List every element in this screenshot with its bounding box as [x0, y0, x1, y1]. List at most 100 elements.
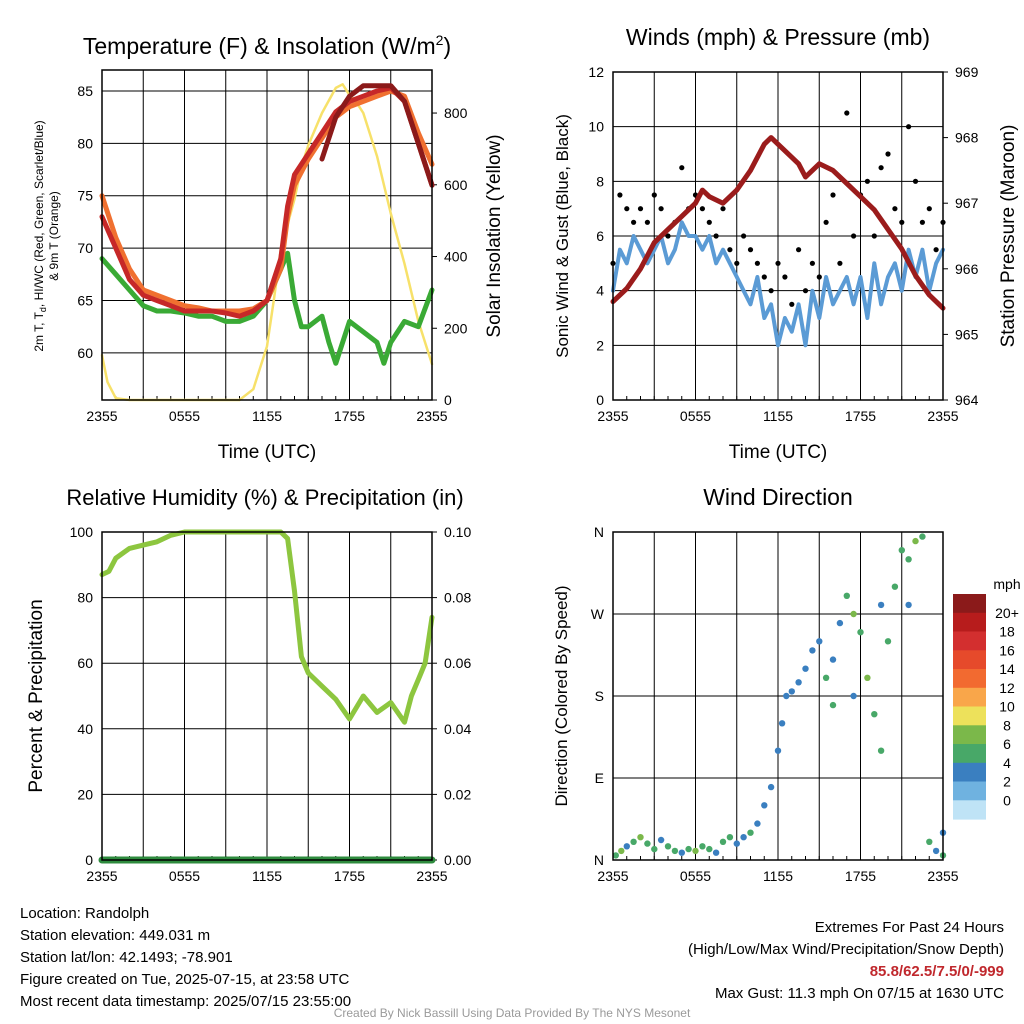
x-tick-label: 2355: [597, 868, 628, 884]
2m-t-line: [99, 85, 435, 319]
max-gust: Max Gust: 11.3 mph On 07/15 at 1630 UTC: [714, 985, 1004, 1002]
extremes-subtitle: (High/Low/Max Wind/Precipitation/Snow De…: [688, 941, 1004, 958]
colorbar-label: 10: [999, 699, 1015, 715]
station-info: Location: Randolph Station elevation: 44…: [20, 903, 351, 1013]
x-tick-label: 1755: [334, 868, 365, 884]
y-tick-label: 80: [77, 590, 93, 606]
station-elevation: Station elevation: 449.031 m: [20, 927, 211, 944]
speed-colorbar: 20+ 18 16 14 12 10 8 6 4 2 0: [953, 594, 1019, 820]
recent-timestamp: Most recent data timestamp: 2025/07/15 2…: [20, 993, 352, 1010]
wind-direction-point: [726, 834, 734, 841]
gust-point: [912, 178, 919, 184]
plot-frame: [101, 531, 433, 861]
wind-direction-point: [932, 847, 940, 855]
temperature-xlabel: Time (UTC): [218, 442, 317, 463]
gust-point: [864, 178, 871, 184]
y-right-tick-label: 969: [955, 64, 979, 80]
y-tick-label: 12: [588, 64, 604, 80]
wind-direction-point: [644, 840, 651, 847]
winds-ylabel: Sonic Wind & Gust (Blue, Black): [553, 114, 572, 358]
y-right-tick-label: 964: [955, 392, 979, 408]
figure-created: Figure created on Tue, 2025-07-15, at 23…: [20, 971, 350, 988]
wind-direction-point: [877, 601, 885, 609]
y-right-tick-label: 0.02: [444, 786, 471, 802]
winds-xlabel: Time (UTC): [729, 442, 828, 463]
colorbar-swatch: [953, 800, 986, 820]
gust-point: [782, 274, 788, 280]
x-tick-label: 1755: [845, 868, 876, 884]
y-tick-label: N: [594, 524, 604, 540]
y-right-tick-label: 400: [444, 249, 468, 265]
wind-direction-point: [836, 619, 844, 627]
gust-point: [933, 247, 939, 253]
y-right-tick-label: 967: [955, 195, 979, 211]
pressure-ylabel: Station Pressure (Maroon): [998, 125, 1019, 348]
colorbar-swatch: [953, 781, 986, 801]
wind-direction-point: [802, 665, 809, 672]
wind-direction-point: [788, 688, 795, 695]
wind-direction-point: [816, 638, 823, 645]
wind-direction-point: [612, 852, 619, 859]
gust-point: [830, 192, 836, 198]
station-pressure-line: [610, 135, 946, 311]
x-tick-label: 1155: [252, 408, 282, 424]
y-tick-label: 75: [77, 188, 93, 204]
dew-point-line: [99, 250, 435, 366]
wind-direction-point: [699, 843, 706, 850]
temperature-panel: Temperature (F) & Insolation (W/m2) 2355…: [32, 32, 505, 463]
colorbar-swatch: [953, 669, 986, 689]
gust-point: [644, 219, 651, 225]
solar-ylabel: Solar Insolation (Yellow): [484, 134, 505, 337]
y-tick-label: 70: [77, 240, 93, 256]
colorbar-swatch: [953, 687, 986, 708]
wind-direction-point: [623, 843, 630, 850]
y-right-tick-label: 0.06: [444, 655, 471, 671]
gust-point: [837, 260, 843, 266]
temperature-ylabel-line2: & 9m T (Orange): [47, 191, 61, 281]
colorbar-swatch: [953, 612, 986, 633]
gust-point: [651, 192, 657, 198]
wind-direction-point: [671, 847, 679, 855]
x-tick-label: 2355: [927, 408, 958, 424]
x-tick-label: 1755: [334, 408, 365, 424]
y-tick-label: 6: [596, 228, 604, 244]
y-tick-label: 85: [77, 83, 93, 99]
x-tick-label: 2355: [86, 408, 117, 424]
wind-direction-point: [637, 834, 644, 841]
y-right-tick-label: 968: [955, 130, 979, 146]
colorbar-title: mph: [993, 576, 1020, 592]
colorbar-swatch: [953, 762, 986, 783]
wind-direction-point: [778, 720, 786, 727]
y-tick-label: 8: [596, 173, 604, 189]
wind-direction-point: [685, 845, 692, 853]
wind-direction-point: [774, 747, 782, 754]
y-tick-label: 65: [77, 292, 93, 308]
y-right-tick-label: 965: [955, 326, 979, 342]
x-tick-label: 1155: [763, 868, 793, 884]
gust-point: [775, 260, 781, 266]
colorbar-swatch: [953, 594, 986, 614]
y-right-tick-label: 600: [444, 177, 468, 193]
colorbar-swatch: [953, 744, 986, 764]
colorbar-label: 18: [999, 624, 1015, 640]
wind-direction-point: [864, 674, 871, 681]
wind-direction-point: [783, 692, 790, 700]
wind-direction-point: [829, 701, 837, 709]
y-tick-label: 40: [77, 721, 93, 737]
colorbar-swatch: [953, 706, 986, 726]
temperature-plot-area: 2355 0555 1155 1755 2355 60 65 70 75 80 85 0 200 400 6…: [77, 69, 468, 424]
gust-point: [747, 247, 754, 253]
y-tick-label: 10: [588, 119, 604, 135]
gust-point: [802, 288, 809, 294]
gust-point: [878, 165, 884, 171]
gust-point: [734, 260, 740, 266]
colorbar-label: 0: [1003, 792, 1011, 808]
wind-direction-point: [891, 583, 899, 590]
wind-direction-point: [733, 840, 740, 847]
temperature-ylabel-line1: 2m T, Td, HI/WC (Red, Green, Scarlet/Blu…: [32, 120, 48, 351]
colorbar-swatch: [953, 631, 986, 651]
y-right-tick-label: 0.04: [444, 721, 471, 737]
wind-direction-point: [761, 802, 768, 809]
gust-point: [844, 110, 850, 116]
